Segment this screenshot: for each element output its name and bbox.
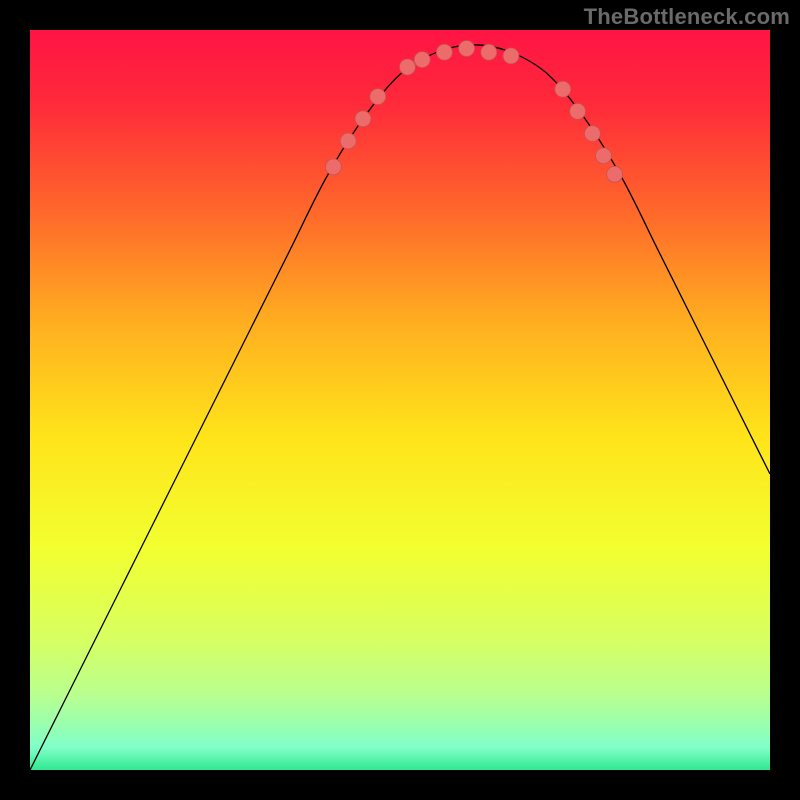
chart-frame: TheBottleneck.com [0,0,800,800]
data-marker [570,103,586,119]
data-marker [436,44,452,60]
plot-area [30,30,770,770]
data-marker [370,89,386,105]
data-marker [596,148,612,164]
watermark-text: TheBottleneck.com [584,4,790,30]
data-marker [340,133,356,149]
data-marker [481,44,497,60]
data-marker [584,126,600,142]
chart-svg [30,30,770,770]
data-marker [607,166,623,182]
gradient-background [30,30,770,770]
data-marker [459,41,475,57]
data-marker [399,59,415,75]
data-marker [414,52,430,68]
data-marker [555,81,571,97]
data-marker [325,159,341,175]
data-marker [355,111,371,127]
data-marker [503,48,519,64]
